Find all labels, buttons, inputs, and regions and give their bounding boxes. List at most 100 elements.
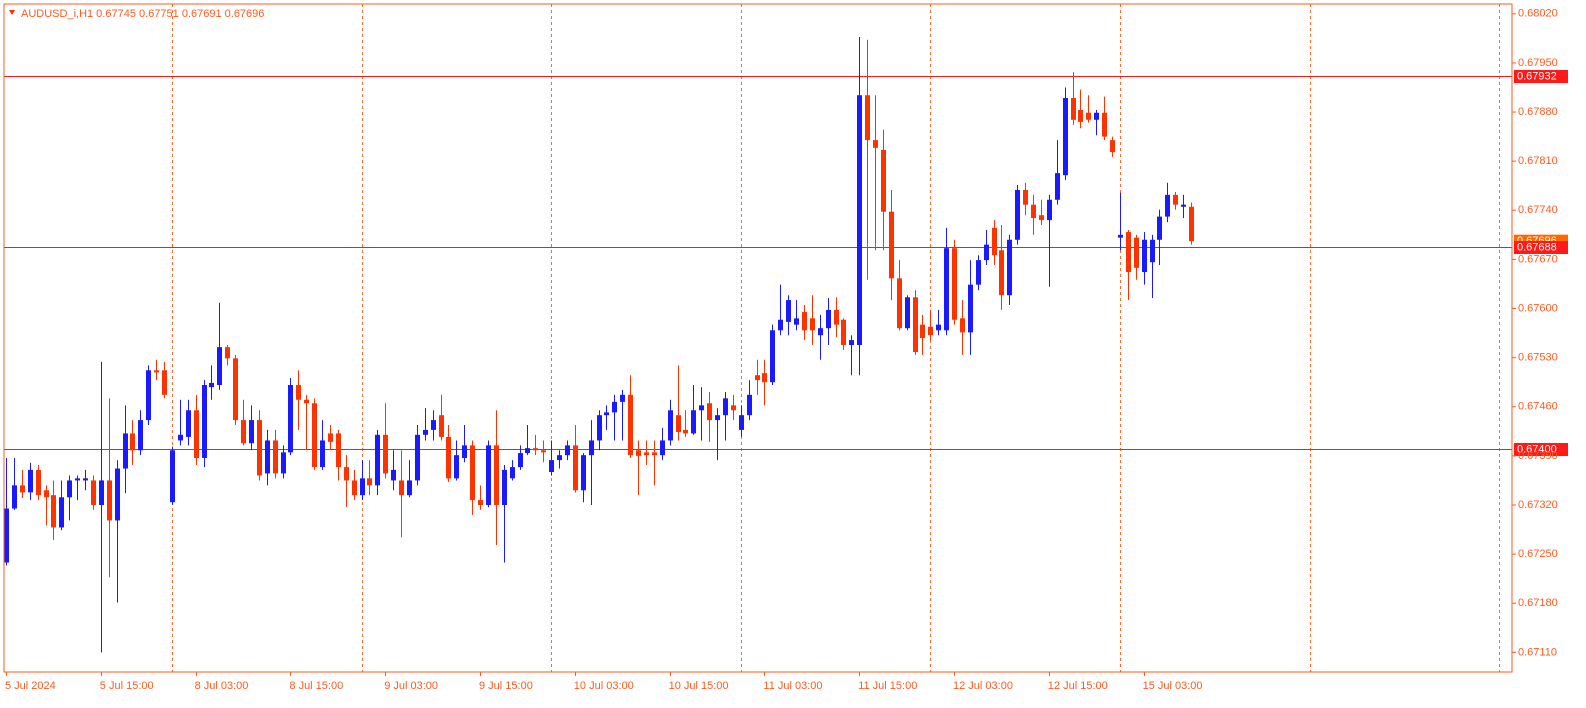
candle-body (984, 244, 989, 261)
candle-body (1134, 237, 1139, 268)
candle-body (841, 319, 846, 346)
candle-body (944, 248, 949, 331)
x-tick-label: 8 Jul 03:00 (195, 680, 249, 692)
candle-body (518, 453, 523, 468)
candle-body (1181, 204, 1186, 207)
candle-body (233, 358, 238, 421)
candle-body (454, 455, 459, 479)
candle-body (889, 211, 894, 279)
candle-body (209, 382, 214, 388)
candle-body (107, 480, 112, 521)
level-label-box (1514, 443, 1568, 456)
y-tick-label: 0.67390 (1518, 450, 1558, 462)
candle-body (976, 260, 981, 285)
candle-body (431, 420, 436, 430)
candle-body (178, 434, 183, 441)
candle-body (383, 434, 388, 474)
y-tick-label: 0.67950 (1518, 57, 1558, 69)
candle-body (739, 415, 744, 430)
candle-body (83, 478, 88, 481)
candle-body (51, 495, 56, 528)
candle-body (1078, 109, 1083, 122)
candle-body (194, 410, 199, 458)
candle-body (59, 497, 64, 528)
candle-body (1126, 232, 1131, 273)
candle-body (1118, 234, 1123, 238)
candle-body (225, 347, 230, 359)
candle-body (873, 140, 878, 148)
candle-body (44, 490, 49, 498)
candle-body (502, 469, 507, 505)
y-tick-label: 0.67180 (1518, 597, 1558, 609)
candle-body (960, 318, 965, 333)
candle-body (352, 480, 357, 496)
candle-body (470, 445, 475, 501)
candle-body (123, 433, 128, 469)
plot-frame (3, 3, 1513, 673)
candle-body (1007, 239, 1012, 296)
candle-body (486, 445, 491, 505)
candle-body (747, 394, 752, 416)
candle-body (1142, 239, 1147, 273)
x-tick-label: 5 Jul 15:00 (100, 680, 154, 692)
candle-body (115, 468, 120, 521)
candle-body (1157, 216, 1162, 240)
candle-body (360, 478, 365, 496)
candle-body (1063, 98, 1068, 176)
candle-body (897, 278, 902, 329)
candle-body (905, 297, 910, 329)
x-tick-label: 8 Jul 15:00 (289, 680, 343, 692)
x-tick-label: 10 Jul 15:00 (669, 680, 729, 692)
chart-title: AUDUSD_i,H1 0.67745 0.67751 0.67691 0.67… (21, 8, 264, 20)
candle-body (75, 478, 80, 481)
candle-body (320, 440, 325, 468)
candle-body (67, 480, 72, 498)
candle-body (138, 420, 143, 451)
candle-body (636, 450, 641, 456)
candle-body (399, 480, 404, 496)
y-tick-label: 0.67320 (1518, 499, 1558, 511)
candle-body (604, 412, 609, 416)
candle-body (423, 429, 428, 435)
candle-body (992, 227, 997, 256)
candle-body (581, 455, 586, 491)
candle-body (691, 410, 696, 434)
candle-body (1071, 98, 1076, 120)
candle-body (1031, 204, 1036, 219)
candle-body (913, 297, 918, 353)
candle-body (755, 375, 760, 381)
candle-body (533, 448, 538, 451)
y-tick-label: 0.67670 (1518, 253, 1558, 265)
candle-layer (4, 36, 1194, 653)
candle-body (1039, 215, 1044, 221)
candle-body (952, 248, 957, 320)
candle-body (510, 467, 515, 479)
candle-body (668, 410, 673, 441)
candle-body (612, 401, 617, 413)
candle-body (818, 328, 823, 336)
candle-body (99, 480, 104, 505)
candle-body (186, 410, 191, 437)
candle-body (28, 469, 33, 493)
candle-body (968, 284, 973, 333)
candle-body (415, 434, 420, 481)
candle-body (557, 455, 562, 461)
candle-body (304, 399, 309, 404)
candle-body (446, 436, 451, 479)
candle-body (12, 485, 17, 509)
candle-body (715, 415, 720, 421)
candle-body (170, 450, 175, 503)
candle-body (1023, 189, 1028, 205)
level-label-box (1514, 241, 1568, 254)
candle-body (391, 469, 396, 481)
candle-body (1173, 194, 1178, 205)
candle-body (597, 415, 602, 441)
candle-body (146, 370, 151, 421)
candle-body (439, 415, 444, 437)
candle-body (1094, 112, 1099, 120)
candle-body (312, 403, 317, 468)
candle-body (1165, 194, 1170, 217)
